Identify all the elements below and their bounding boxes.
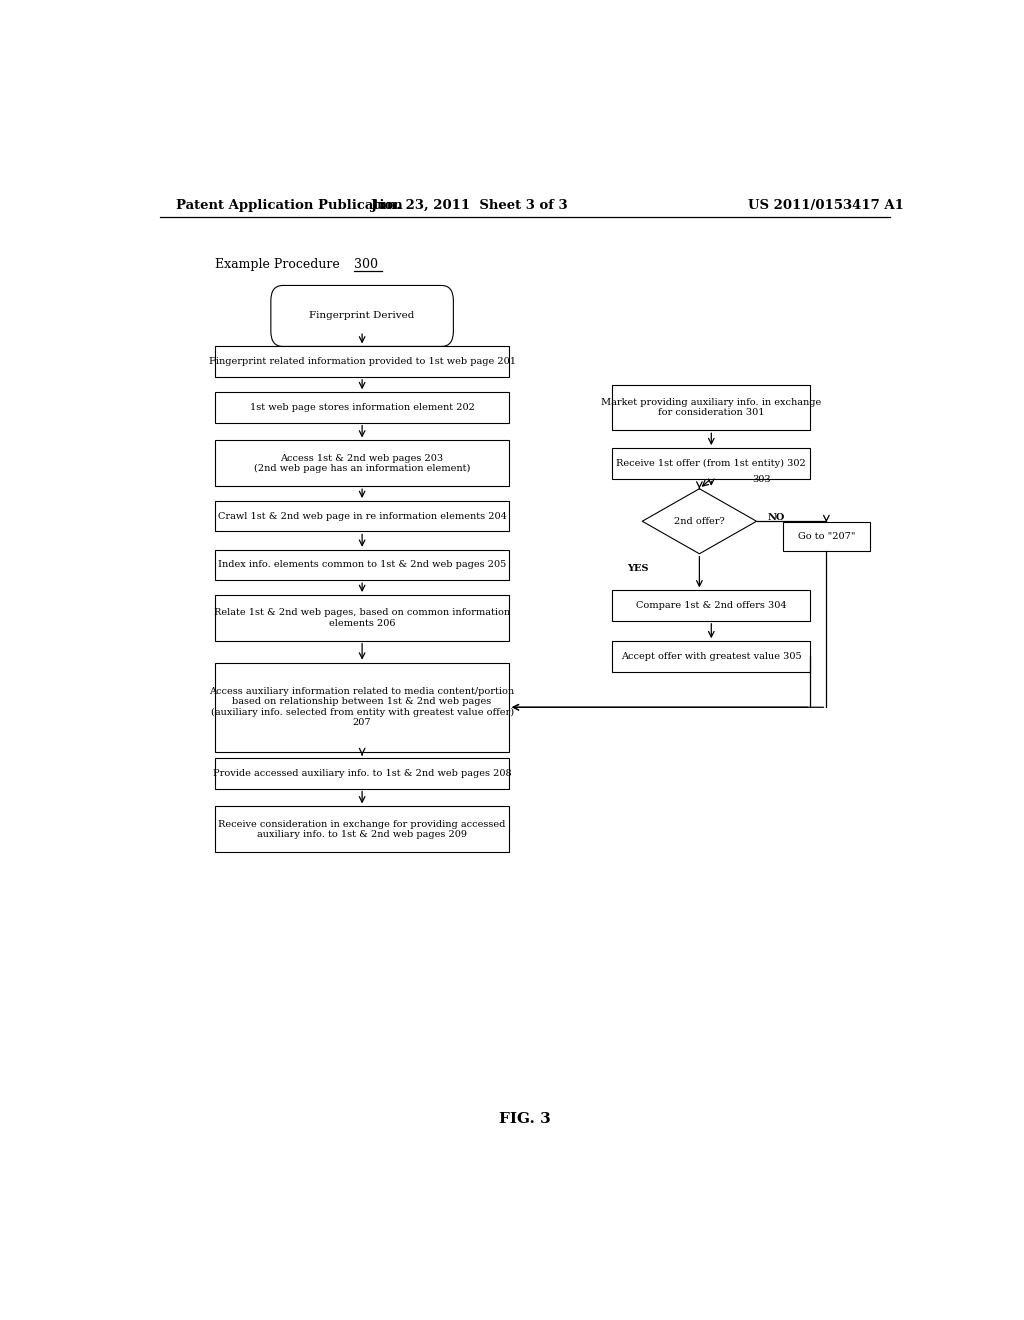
FancyBboxPatch shape <box>782 523 870 550</box>
Text: YES: YES <box>628 564 649 573</box>
Text: Access auxiliary information related to media content/portion
based on relations: Access auxiliary information related to … <box>210 688 515 727</box>
Text: NO: NO <box>768 512 785 521</box>
Text: 2nd offer?: 2nd offer? <box>674 516 725 525</box>
Text: Crawl 1st & 2nd web page in re information elements 204: Crawl 1st & 2nd web page in re informati… <box>218 512 507 520</box>
Text: Accept offer with greatest value 305: Accept offer with greatest value 305 <box>621 652 802 661</box>
Text: Go to "207": Go to "207" <box>798 532 855 541</box>
FancyBboxPatch shape <box>270 285 454 346</box>
Text: Patent Application Publication: Patent Application Publication <box>176 198 402 211</box>
FancyBboxPatch shape <box>215 758 509 788</box>
Text: 300: 300 <box>354 257 378 271</box>
Text: 303: 303 <box>753 475 771 483</box>
FancyBboxPatch shape <box>215 549 509 581</box>
Text: Market providing auxiliary info. in exchange
for consideration 301: Market providing auxiliary info. in exch… <box>601 397 821 417</box>
FancyBboxPatch shape <box>215 346 509 378</box>
Text: Receive consideration in exchange for providing accessed
auxiliary info. to 1st : Receive consideration in exchange for pr… <box>218 820 506 840</box>
FancyBboxPatch shape <box>215 595 509 640</box>
Text: Fingerprint Derived: Fingerprint Derived <box>309 312 415 321</box>
FancyBboxPatch shape <box>215 807 509 853</box>
FancyBboxPatch shape <box>612 642 811 672</box>
Text: Receive 1st offer (from 1st entity) 302: Receive 1st offer (from 1st entity) 302 <box>616 459 806 467</box>
FancyBboxPatch shape <box>612 384 811 430</box>
Text: FIG. 3: FIG. 3 <box>499 1111 551 1126</box>
Text: US 2011/0153417 A1: US 2011/0153417 A1 <box>749 198 904 211</box>
FancyBboxPatch shape <box>612 447 811 479</box>
FancyBboxPatch shape <box>215 663 509 752</box>
FancyBboxPatch shape <box>215 392 509 422</box>
Text: Example Procedure: Example Procedure <box>215 257 344 271</box>
Text: Provide accessed auxiliary info. to 1st & 2nd web pages 208: Provide accessed auxiliary info. to 1st … <box>213 768 511 777</box>
Text: Fingerprint related information provided to 1st web page 201: Fingerprint related information provided… <box>209 358 516 366</box>
Text: 1st web page stores information element 202: 1st web page stores information element … <box>250 403 474 412</box>
FancyBboxPatch shape <box>215 441 509 486</box>
Text: Access 1st & 2nd web pages 203
(2nd web page has an information element): Access 1st & 2nd web pages 203 (2nd web … <box>254 454 470 473</box>
Text: Jun. 23, 2011  Sheet 3 of 3: Jun. 23, 2011 Sheet 3 of 3 <box>371 198 567 211</box>
Text: Index info. elements common to 1st & 2nd web pages 205: Index info. elements common to 1st & 2nd… <box>218 561 506 569</box>
Text: Compare 1st & 2nd offers 304: Compare 1st & 2nd offers 304 <box>636 601 786 610</box>
FancyBboxPatch shape <box>612 590 811 620</box>
Text: Relate 1st & 2nd web pages, based on common information
elements 206: Relate 1st & 2nd web pages, based on com… <box>214 609 510 627</box>
FancyBboxPatch shape <box>215 500 509 532</box>
